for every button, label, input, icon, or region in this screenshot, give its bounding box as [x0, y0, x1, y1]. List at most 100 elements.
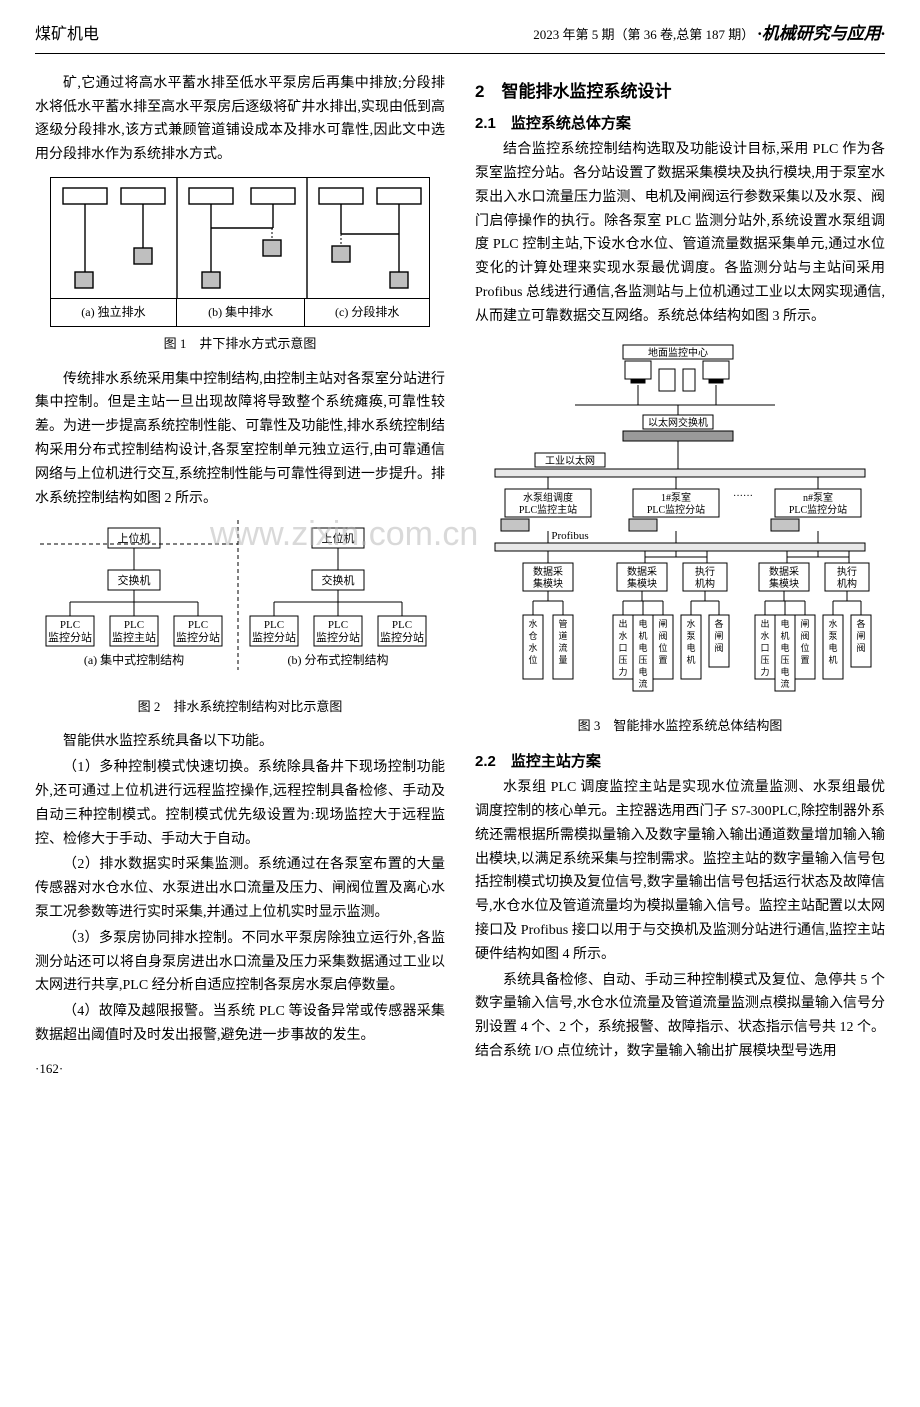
heading-2: 2 智能排水监控系统设计 — [475, 78, 885, 107]
svg-text:位: 位 — [800, 642, 809, 653]
svg-text:执行: 执行 — [837, 565, 857, 578]
svg-text:压: 压 — [780, 655, 789, 665]
svg-text:交换机: 交换机 — [118, 573, 151, 587]
svg-text:执行: 执行 — [695, 565, 715, 578]
figure-2: www.zixin.com.cn 上位机 交换机 — [40, 520, 440, 690]
left-column: 矿,它通过将高水平蓄水排至低水平泵房后再集中排放;分段排水将低水平蓄水排至高水平… — [35, 72, 445, 1080]
para-r1: 结合监控系统控制结构选取及功能设计目标,采用 PLC 作为各泵室监控分站。各分站… — [475, 138, 885, 328]
svg-text:机构: 机构 — [695, 577, 715, 590]
svg-text:闸: 闸 — [856, 631, 865, 641]
svg-text:管: 管 — [558, 618, 567, 629]
figure-1: (a) 独立排水 (b) 集中排水 (c) 分段排水 — [50, 177, 430, 327]
svg-text:PLC监控分站: PLC监控分站 — [647, 503, 705, 516]
svg-text:流: 流 — [780, 678, 789, 689]
svg-text:力: 力 — [760, 666, 769, 677]
svg-text:监控主站: 监控主站 — [112, 630, 156, 644]
svg-text:数据采: 数据采 — [627, 565, 657, 578]
para-l3: 智能供水监控系统具备以下功能。 — [35, 730, 445, 754]
para-l2: 传统排水系统采用集中控制结构,由控制主站对各泵室分站进行集中控制。但是主站一旦出… — [35, 368, 445, 511]
svg-text:地面监控中心: 地面监控中心 — [648, 346, 708, 359]
svg-text:电: 电 — [638, 618, 647, 629]
svg-text:监控分站: 监控分站 — [316, 630, 360, 644]
svg-text:监控分站: 监控分站 — [252, 630, 296, 644]
svg-text:集模块: 集模块 — [533, 577, 563, 590]
fig1-label-b: (b) 集中排水 — [177, 299, 306, 326]
svg-text:n#泵室: n#泵室 — [803, 491, 833, 504]
svg-text:交换机: 交换机 — [322, 573, 355, 587]
svg-text:泵: 泵 — [828, 631, 837, 641]
svg-text:(b) 分布式控制结构: (b) 分布式控制结构 — [288, 652, 389, 667]
para-l4: （1）多种控制模式快速切换。系统除具备井下现场控制功能外,还可通过上位机进行远程… — [35, 756, 445, 851]
svg-text:上位机: 上位机 — [322, 531, 355, 545]
svg-text:电: 电 — [638, 642, 647, 653]
svg-text:闸: 闸 — [714, 631, 723, 641]
svg-text:闸: 闸 — [658, 619, 667, 629]
svg-text:PLC: PLC — [392, 619, 412, 631]
svg-text:流: 流 — [638, 678, 647, 689]
svg-text:机: 机 — [780, 630, 789, 641]
svg-text:PLC: PLC — [188, 619, 208, 631]
svg-text:水: 水 — [760, 630, 769, 641]
svg-text:位: 位 — [658, 642, 667, 653]
svg-text:各: 各 — [714, 618, 723, 629]
svg-text:PLC: PLC — [60, 619, 80, 631]
svg-text:置: 置 — [800, 655, 809, 665]
svg-text:监控分站: 监控分站 — [176, 630, 220, 644]
svg-text:机: 机 — [686, 654, 695, 665]
svg-text:电: 电 — [780, 642, 789, 653]
svg-text:(a) 集中式控制结构: (a) 集中式控制结构 — [84, 652, 184, 667]
svg-text:阀: 阀 — [658, 631, 667, 641]
svg-text:PLC: PLC — [124, 619, 144, 631]
para-l7: （4）故障及越限报警。当系统 PLC 等设备异常或传感器采集数据超出阈值时及时发… — [35, 1000, 445, 1048]
para-l1: 矿,它通过将高水平蓄水排至低水平泵房后再集中排放;分段排水将低水平蓄水排至高水平… — [35, 72, 445, 167]
svg-text:集模块: 集模块 — [769, 577, 799, 590]
svg-text:Profibus: Profibus — [551, 530, 588, 542]
fig2-caption: 图 2 排水系统控制结构对比示意图 — [35, 696, 445, 718]
svg-text:口: 口 — [760, 643, 769, 653]
svg-text:监控分站: 监控分站 — [380, 630, 424, 644]
journal-name: 煤矿机电 — [35, 21, 99, 48]
svg-text:以太网交换机: 以太网交换机 — [648, 416, 708, 429]
svg-text:压: 压 — [618, 655, 627, 665]
svg-text:上位机: 上位机 — [118, 531, 151, 545]
svg-text:电: 电 — [638, 666, 647, 677]
para-r2: 水泵组 PLC 调度监控主站是实现水位流量监测、水泵组最优调度控制的核心单元。主… — [475, 776, 885, 966]
svg-text:电: 电 — [686, 642, 695, 653]
fig3-caption: 图 3 智能排水监控系统总体结构图 — [475, 715, 885, 737]
issue-info: 2023 年第 5 期（第 36 卷,总第 187 期） ·机械研究与应用· — [533, 20, 885, 49]
para-r3: 系统具备检修、自动、手动三种控制模式及复位、急停共 5 个数字量输入信号,水仓水… — [475, 969, 885, 1064]
svg-text:监控分站: 监控分站 — [48, 630, 92, 644]
heading-2-2: 2.2 监控主站方案 — [475, 749, 885, 775]
fig1-svg — [51, 178, 429, 298]
svg-text:数据采: 数据采 — [769, 565, 799, 578]
svg-text:水: 水 — [828, 618, 837, 629]
svg-text:电: 电 — [828, 642, 837, 653]
svg-text:集模块: 集模块 — [627, 577, 657, 590]
fig2-svg: 上位机 交换机 PLC监控分站 PLC监控主站 — [40, 520, 440, 690]
fig1-caption: 图 1 井下排水方式示意图 — [35, 333, 445, 355]
figure-3: 地面监控中心 以太网交换机 工业以太网 — [475, 339, 885, 709]
svg-text:量: 量 — [558, 655, 567, 665]
svg-text:水: 水 — [528, 642, 537, 653]
heading-2-1: 2.1 监控系统总体方案 — [475, 111, 885, 137]
svg-text:水: 水 — [528, 618, 537, 629]
svg-text:电: 电 — [780, 618, 789, 629]
para-l6: （3）多泵房协同排水控制。不同水平泵房除独立运行外,各监测分站还可以将自身泵房进… — [35, 927, 445, 998]
issue-number: 2023 年第 5 期（第 36 卷,总第 187 期） — [533, 27, 754, 42]
svg-text:出: 出 — [760, 618, 769, 629]
svg-text:水: 水 — [686, 618, 695, 629]
svg-text:压: 压 — [638, 655, 647, 665]
svg-text:口: 口 — [618, 643, 627, 653]
svg-text:电: 电 — [780, 666, 789, 677]
svg-text:机构: 机构 — [837, 577, 857, 590]
svg-text:闸: 闸 — [800, 619, 809, 629]
svg-text:机: 机 — [638, 630, 647, 641]
svg-text:水泵组调度: 水泵组调度 — [523, 491, 573, 504]
right-column: 2 智能排水监控系统设计 2.1 监控系统总体方案 结合监控系统控制结构选取及功… — [475, 72, 885, 1080]
svg-text:1#泵室: 1#泵室 — [661, 491, 691, 504]
svg-text:阀: 阀 — [800, 631, 809, 641]
svg-text:PLC: PLC — [328, 619, 348, 631]
svg-text:泵: 泵 — [686, 631, 695, 641]
svg-text:PLC: PLC — [264, 619, 284, 631]
svg-text:力: 力 — [618, 666, 627, 677]
